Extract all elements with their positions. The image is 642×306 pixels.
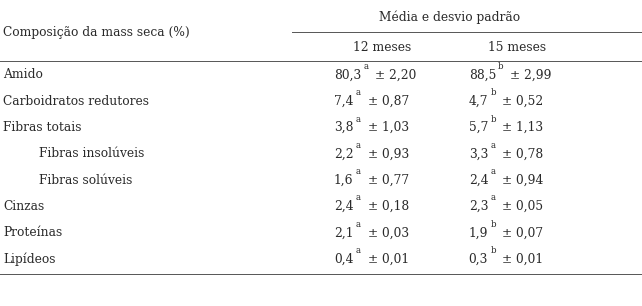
Text: Cinzas: Cinzas <box>3 200 44 213</box>
Text: ± 0,05: ± 0,05 <box>503 200 544 213</box>
Text: a: a <box>356 141 361 150</box>
Text: Lipídeos: Lipídeos <box>3 252 56 266</box>
Text: 3,8: 3,8 <box>334 121 353 134</box>
Text: ± 0,07: ± 0,07 <box>503 226 544 239</box>
Text: 12 meses: 12 meses <box>353 41 411 54</box>
Text: b: b <box>498 62 504 71</box>
Text: Composição da mass seca (%): Composição da mass seca (%) <box>3 26 190 39</box>
Text: 80,3: 80,3 <box>334 69 361 81</box>
Text: ± 0,01: ± 0,01 <box>367 253 409 266</box>
Text: Fibras totais: Fibras totais <box>3 121 82 134</box>
Text: Média e desvio padrão: Média e desvio padrão <box>379 10 520 24</box>
Text: a: a <box>356 88 361 97</box>
Text: 15 meses: 15 meses <box>488 41 546 54</box>
Text: a: a <box>356 193 361 203</box>
Text: ± 0,78: ± 0,78 <box>503 147 544 160</box>
Text: Fibras insolúveis: Fibras insolúveis <box>39 147 144 160</box>
Text: ± 0,01: ± 0,01 <box>503 253 544 266</box>
Text: 2,3: 2,3 <box>469 200 488 213</box>
Text: Amido: Amido <box>3 69 43 81</box>
Text: ± 0,77: ± 0,77 <box>367 174 409 187</box>
Text: 0,3: 0,3 <box>469 253 488 266</box>
Text: a: a <box>491 141 496 150</box>
Text: 5,7: 5,7 <box>469 121 488 134</box>
Text: 3,3: 3,3 <box>469 147 488 160</box>
Text: b: b <box>491 114 496 124</box>
Text: ± 1,13: ± 1,13 <box>503 121 544 134</box>
Text: 2,2: 2,2 <box>334 147 354 160</box>
Text: ± 0,94: ± 0,94 <box>503 174 544 187</box>
Text: ± 0,93: ± 0,93 <box>367 147 409 160</box>
Text: a: a <box>356 220 361 229</box>
Text: ± 0,87: ± 0,87 <box>367 95 409 108</box>
Text: ± 2,20: ± 2,20 <box>375 69 416 81</box>
Text: 2,4: 2,4 <box>334 200 354 213</box>
Text: ± 0,52: ± 0,52 <box>503 95 544 108</box>
Text: a: a <box>363 62 369 71</box>
Text: b: b <box>491 246 496 255</box>
Text: Carboidratos redutores: Carboidratos redutores <box>3 95 149 108</box>
Text: b: b <box>491 88 496 97</box>
Text: a: a <box>356 167 361 176</box>
Text: 1,9: 1,9 <box>469 226 488 239</box>
Text: 88,5: 88,5 <box>469 69 496 81</box>
Text: 7,4: 7,4 <box>334 95 353 108</box>
Text: 0,4: 0,4 <box>334 253 353 266</box>
Text: ± 2,99: ± 2,99 <box>510 69 551 81</box>
Text: b: b <box>491 220 496 229</box>
Text: ± 0,18: ± 0,18 <box>367 200 409 213</box>
Text: a: a <box>491 193 496 203</box>
Text: 2,1: 2,1 <box>334 226 353 239</box>
Text: a: a <box>491 167 496 176</box>
Text: a: a <box>356 246 361 255</box>
Text: 2,4: 2,4 <box>469 174 489 187</box>
Text: Fibras solúveis: Fibras solúveis <box>39 174 132 187</box>
Text: 4,7: 4,7 <box>469 95 488 108</box>
Text: ± 0,03: ± 0,03 <box>367 226 409 239</box>
Text: Proteínas: Proteínas <box>3 226 62 239</box>
Text: ± 1,03: ± 1,03 <box>367 121 409 134</box>
Text: a: a <box>356 114 361 124</box>
Text: 1,6: 1,6 <box>334 174 353 187</box>
